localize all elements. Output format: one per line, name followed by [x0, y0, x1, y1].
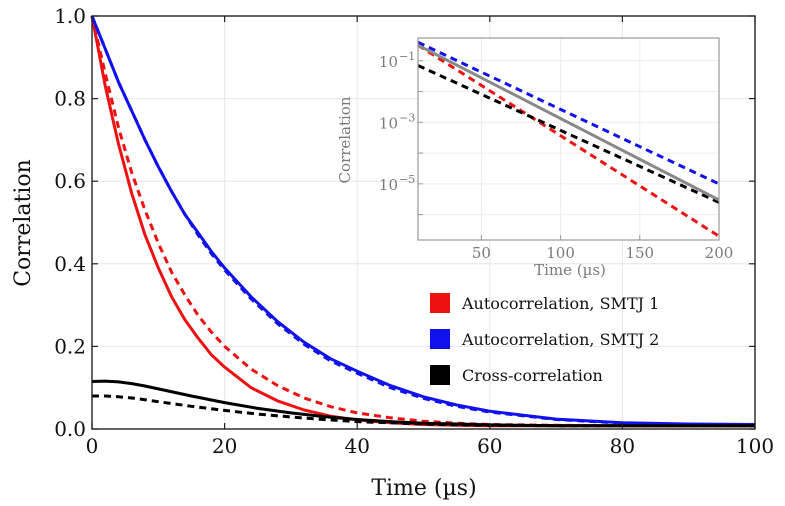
main-x-tick-label: 20 — [212, 434, 237, 458]
main-x-tick-label: 100 — [736, 434, 774, 458]
inset-y-tick-label: 10 — [379, 176, 398, 194]
main-x-tick-label: 60 — [477, 434, 502, 458]
legend-label-smtj1: Autocorrelation, SMTJ 1 — [461, 294, 659, 313]
main-series-line-5 — [92, 394, 755, 428]
main-y-tick-label: 1.0 — [54, 4, 86, 28]
main-series-line-2 — [90, 15, 756, 426]
inset-x-tick-label: 100 — [546, 244, 575, 262]
main-y-axis-label: Correlation — [11, 159, 36, 287]
main-series-lines — [90, 15, 756, 428]
main-y-tick-label: 0.2 — [54, 334, 86, 358]
main-x-tick-label: 80 — [610, 434, 635, 458]
inset-y-tick-base: 10 — [379, 176, 398, 194]
main-tick-labels: 0 20 40 60 80 100 0.0 0.2 0.4 0.6 0.8 1.0 — [54, 4, 774, 458]
legend: Autocorrelation, SMTJ 1 Autocorrelation,… — [430, 293, 659, 385]
inset-y-tick-exponent: −3 — [399, 111, 415, 124]
inset-x-tick-label: 50 — [472, 244, 491, 262]
main-series-line-4 — [91, 379, 755, 428]
legend-label-cross: Cross-correlation — [462, 366, 603, 385]
inset-series-line-3 — [417, 43, 720, 202]
inset-y-tick-label: 10 — [379, 53, 398, 71]
inset-y-axis-label: Correlation — [336, 96, 354, 183]
legend-swatch-cross — [430, 365, 450, 385]
inset-x-tick-label: 200 — [705, 244, 734, 262]
main-y-tick-label: 0.4 — [54, 252, 86, 276]
inset-y-tick-exponent: −5 — [399, 173, 415, 186]
inset-y-tick-label: 10 — [379, 114, 398, 132]
inset-series-lines — [417, 40, 720, 238]
legend-swatch-smtj2 — [430, 329, 450, 349]
inset-x-axis-label: Time (µs) — [534, 261, 606, 279]
main-x-tick-label: 40 — [344, 434, 369, 458]
main-x-axis-label: Time (µs) — [371, 476, 476, 501]
inset-plot-frame — [417, 37, 720, 241]
inset-series-line-1 — [417, 40, 720, 186]
legend-swatch-smtj1 — [430, 293, 450, 313]
legend-label-smtj2: Autocorrelation, SMTJ 2 — [461, 330, 659, 349]
main-series-line-1 — [90, 15, 755, 428]
inset-tick-marks — [418, 60, 720, 240]
inset-y-tick-base: 10 — [379, 114, 398, 132]
main-y-tick-label: 0.6 — [54, 169, 86, 193]
main-x-tick-label: 0 — [86, 434, 99, 458]
main-plot-frame — [91, 15, 756, 430]
inset-y-tick-base: 10 — [379, 53, 398, 71]
inset-y-tick-exponent: −1 — [399, 50, 415, 63]
main-y-tick-label: 0.0 — [54, 417, 86, 441]
inset-x-tick-label: 150 — [625, 244, 654, 262]
main-y-tick-label: 0.8 — [54, 87, 86, 111]
main-tick-marks — [91, 15, 756, 430]
